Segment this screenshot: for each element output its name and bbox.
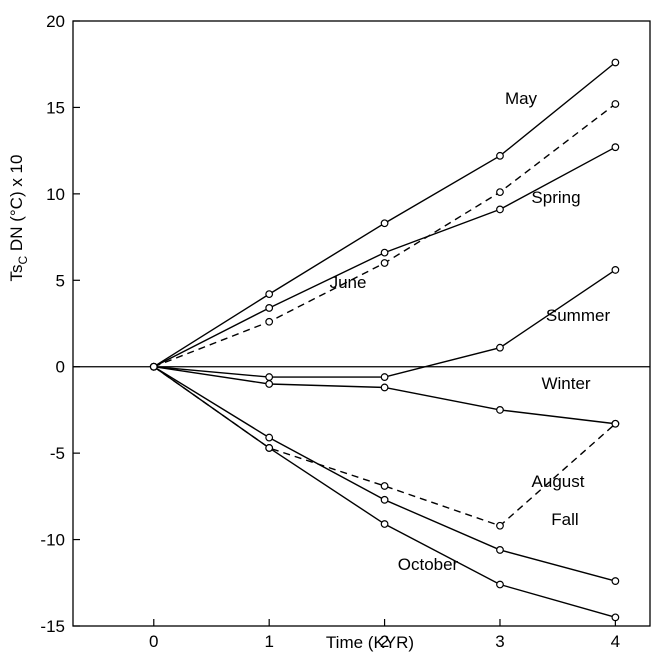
data-point-june [265,317,274,326]
data-point-fall [380,495,389,504]
series-label-june: June [330,273,367,292]
data-point-fall [496,546,504,554]
y-tick-label: 20 [46,12,65,31]
y-tick-label: -10 [40,531,65,550]
axes: -15 -10 -5 0 5 10 15 20 0 1 2 3 4 [40,12,651,651]
series-label-august: August [532,472,585,491]
series-group [149,58,620,622]
data-point-summer [611,266,620,274]
series-line-october [153,366,616,619]
series-label-winter: Winter [541,374,590,393]
data-point-spring [496,205,504,214]
data-point-summer [380,373,389,381]
data-point-spring [380,248,389,257]
x-tick-label: 0 [149,632,158,651]
data-point-august [611,419,620,428]
data-point-spring [611,143,620,152]
y-axis-label-base: Ts [7,264,26,281]
data-point-winter [380,383,389,392]
x-tick-label: 1 [264,632,273,651]
data-point-october [380,520,389,528]
x-tick-label: 3 [495,632,504,651]
series-label-fall: Fall [551,510,578,529]
data-point-october [496,580,504,589]
y-tick-label: -5 [50,444,65,463]
data-point-june [611,100,620,108]
data-point-june [380,259,389,267]
series-label-may: May [505,89,538,108]
x-tick-label: 2 [380,632,389,651]
data-point-june [496,188,504,197]
data-point-may [265,290,274,299]
data-point-may [611,58,620,67]
data-point-fall [611,577,620,585]
plot-frame [72,20,651,627]
series-line-june [153,103,616,368]
data-point-winter [496,406,504,414]
data-point-summer [265,373,274,381]
series-label-spring: Spring [531,188,580,207]
y-tick-label: 5 [56,271,65,290]
y-tick-label: 0 [56,358,65,377]
data-point-spring [265,304,274,312]
y-tick-label: 15 [46,98,65,117]
series-line-august [153,366,616,527]
x-axis-label: Time (KYR) [326,633,414,652]
y-axis-label-rest: DN (°C) x 10 [7,155,26,256]
data-point-winter [265,380,274,388]
data-point-october [265,444,274,452]
series-label-summer: Summer [546,306,611,325]
y-tick-label: 10 [46,185,65,204]
series-line-spring [153,146,616,368]
series-labels: May June Spring Summer Winter August Fall Octob… [330,89,611,574]
data-point-august [496,521,504,530]
series-label-october: October [398,555,459,574]
y-axis-label-sub: C [16,255,30,264]
data-point-october [149,362,158,371]
x-tick-label: 4 [611,632,620,651]
data-point-october [611,613,620,622]
y-axis-label: TsC DN (°C) x 10 [7,155,30,282]
data-point-may [380,219,389,228]
y-tick-label: -15 [40,617,65,636]
data-point-may [496,151,504,160]
data-point-summer [496,343,504,352]
data-point-august [380,482,389,490]
data-point-fall [265,433,274,442]
